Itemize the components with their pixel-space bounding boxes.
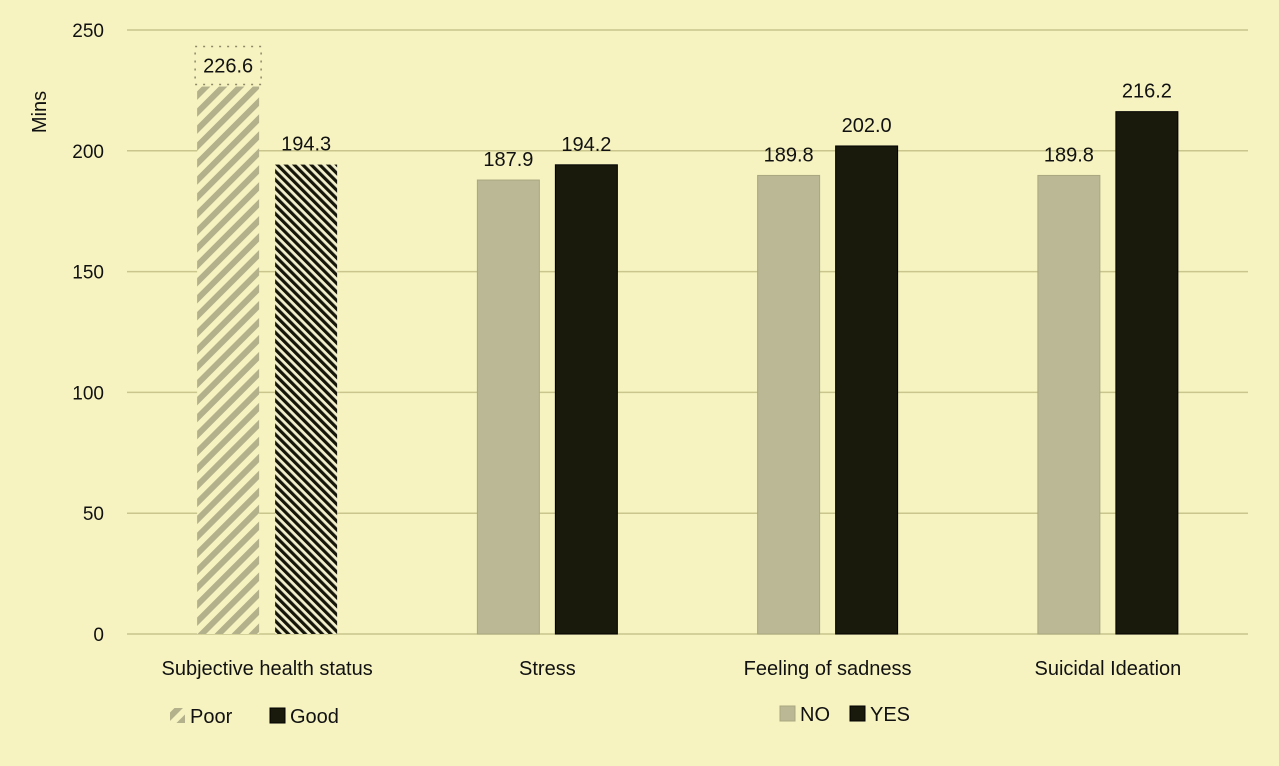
category-label: Subjective health status [162,658,373,680]
value-highlight-box [194,45,262,86]
legends: Poor Good NO YES [170,704,910,728]
legend-label-poor: Poor [190,706,233,728]
legend-swatch-yes [849,705,866,722]
y-tick-label: 100 [72,383,104,404]
y-tick-label: 150 [72,263,104,284]
bar-suicidal-ideation-yes [1115,111,1179,635]
y-tick-label: 50 [83,504,104,525]
bar-suicidal-ideation-no [1037,174,1101,635]
legend-swatch-no [779,705,796,722]
legend-label-yes: YES [870,704,910,726]
legend-swatch-good [269,707,286,724]
legend-swatch-poor [170,708,185,723]
bar-feeling-of-sadness-no [757,174,821,635]
bar-subjective-health-status-good [275,164,338,634]
bar-stress-yes [554,164,618,635]
y-axis-title: Mins [29,91,51,133]
legend-label-good: Good [290,706,339,728]
bar-value-label: 194.2 [561,134,611,156]
y-tick-label: 250 [72,21,104,42]
y-tick-label: 0 [93,625,104,646]
value-labels: 226.6 194.3 187.9 194.2 189.8 202.0 189.8 216.2 [194,45,1172,171]
legend-2: NO YES [779,704,910,726]
legend-label-no: NO [800,704,830,726]
category-label: Stress [519,658,576,680]
category-label: Suicidal Ideation [1034,658,1181,680]
bar-value-label: 189.8 [1044,144,1094,166]
bar-value-label: 189.8 [764,144,814,166]
bars [197,86,1179,635]
bar-value-label: 187.9 [483,149,533,171]
category-labels: Subjective health status Stress Feeling of… [162,658,1182,680]
legend-1: Poor Good [170,706,339,728]
bar-value-label: 202.0 [842,115,892,137]
bar-stress-no [476,179,540,635]
y-axis-ticks: 0 50 100 150 200 250 [72,21,104,646]
y-tick-label: 200 [72,142,104,163]
bar-value-label: 226.6 [203,56,253,78]
bar-subjective-health-status-poor [197,86,260,634]
bar-feeling-of-sadness-yes [835,145,899,635]
bar-value-label: 216.2 [1122,81,1172,103]
bar-value-label: 194.3 [281,134,331,156]
category-label: Feeling of sadness [744,658,912,680]
